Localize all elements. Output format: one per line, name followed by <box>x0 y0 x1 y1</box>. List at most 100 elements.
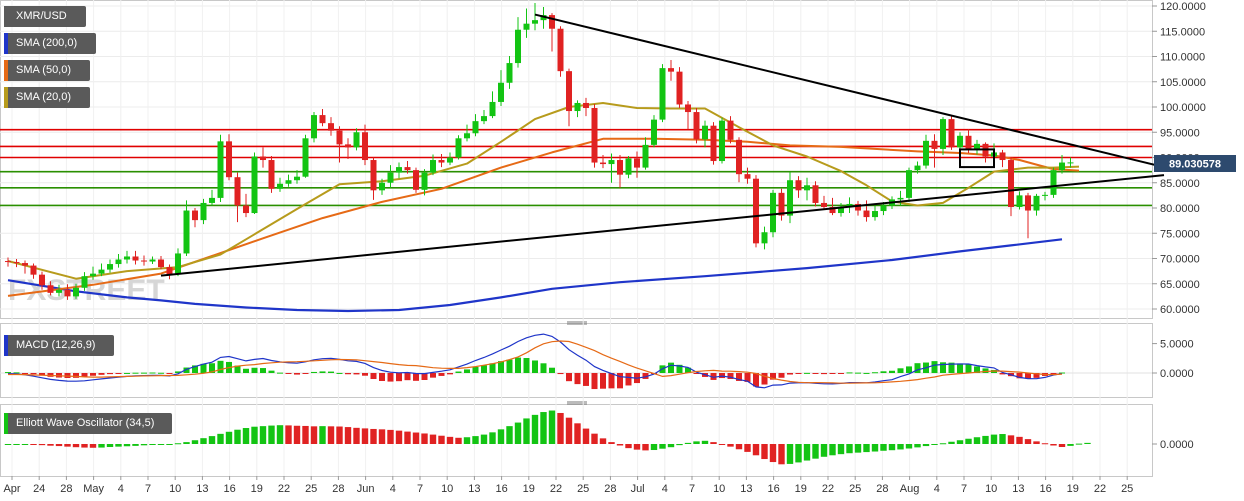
date-tick-label: 13 <box>1012 483 1024 495</box>
trendline <box>160 174 1165 277</box>
candle-body <box>1016 195 1023 207</box>
candle-body <box>685 104 691 113</box>
candle-body <box>234 177 241 206</box>
price-tick-label: 65.0000 <box>1160 279 1200 291</box>
price-tick-label: 85.0000 <box>1160 178 1200 190</box>
candle-body <box>464 133 470 139</box>
macd-histogram-bar <box>506 359 513 373</box>
ewo-histogram-bar <box>939 443 947 445</box>
candle-body <box>855 203 861 211</box>
candle-body <box>821 202 827 207</box>
macd-histogram-bar <box>889 370 895 373</box>
ewo-histogram-bar <box>361 428 369 444</box>
legend-sma20[interactable]: SMA (20,0) <box>4 87 90 108</box>
ewo-histogram-bar <box>701 440 709 444</box>
ewo-histogram-bar <box>268 425 275 444</box>
candle-body <box>591 108 598 163</box>
ewo-histogram-bar <box>829 444 836 456</box>
ewo-histogram-bar <box>973 437 981 444</box>
macd-histogram-bar <box>481 365 487 373</box>
ewo-histogram-bar <box>752 444 760 456</box>
macd-histogram-bar <box>22 373 28 374</box>
candle-body <box>336 130 343 145</box>
ewo-histogram-bar <box>21 444 29 445</box>
candle-body <box>421 172 428 190</box>
ewo-histogram-bar <box>625 444 632 449</box>
date-tick-label: 7 <box>689 483 695 495</box>
legend-sma200[interactable]: SMA (200,0) <box>4 33 96 54</box>
candle-body <box>863 210 870 218</box>
macd-histogram-bar <box>81 373 88 377</box>
legend-sma50[interactable]: SMA (50,0) <box>4 60 90 81</box>
macd-histogram-bar <box>464 369 470 373</box>
macd-histogram-bar <box>30 373 37 375</box>
ewo-histogram-bar <box>540 412 547 444</box>
ewo-histogram-bar <box>1084 442 1091 444</box>
price-tick-label: 115.0000 <box>1160 26 1205 38</box>
legend-symbol[interactable]: XMR/USD <box>4 6 86 27</box>
macd-histogram-bar <box>600 373 606 389</box>
ewo-histogram-bar <box>616 444 624 446</box>
macd-histogram-bar <box>906 366 912 373</box>
ewo-histogram-bar <box>667 444 675 448</box>
candle-body <box>277 183 283 189</box>
date-tick-label: May <box>83 483 104 495</box>
date-tick-label: 28 <box>332 483 344 495</box>
macd-histogram-bar <box>107 373 113 375</box>
ewo-histogram-bar <box>404 431 411 444</box>
macd-histogram-bar <box>302 373 309 374</box>
ewo-histogram-bar <box>897 444 904 450</box>
sma50-line <box>7 137 1080 297</box>
macd-histogram-bar <box>540 363 547 373</box>
candle-body <box>294 176 300 181</box>
date-tick-label: 19 <box>251 483 263 495</box>
candle-body <box>302 138 309 177</box>
ewo-histogram-bar <box>387 429 394 444</box>
ewo-histogram-bar <box>344 427 352 444</box>
date-tick-label: 4 <box>118 483 124 495</box>
macd-histogram-bar <box>965 364 972 373</box>
candle-body <box>668 68 674 72</box>
candle-body <box>532 20 538 24</box>
macd-histogram-bar <box>1059 372 1065 374</box>
macd-histogram-bar <box>251 367 258 373</box>
ewo-histogram-bar <box>327 426 335 444</box>
candle-body <box>149 259 156 262</box>
ewo-histogram-bar <box>64 444 71 447</box>
candle-body <box>1008 160 1014 207</box>
legend-ewo[interactable]: Elliott Wave Oscillator (34,5) <box>4 413 172 434</box>
macd-histogram-bar <box>98 373 105 375</box>
date-tick-label: 28 <box>876 483 888 495</box>
macd-histogram-bar <box>591 373 598 390</box>
candle-body <box>897 197 904 200</box>
ewo-histogram-bar <box>531 414 539 444</box>
date-tick-label: 4 <box>662 483 668 495</box>
candle-body <box>600 162 606 165</box>
legend-sma200-label: SMA (200,0) <box>16 37 78 49</box>
candle-body <box>455 138 462 158</box>
ewo-histogram-bar <box>378 429 386 444</box>
macd-histogram-bar <box>260 368 266 373</box>
ewo-histogram-bar <box>948 441 955 444</box>
candle-body <box>736 139 742 175</box>
ewo-histogram-bar <box>208 436 216 444</box>
candle-body <box>5 261 11 263</box>
macd-histogram-bar <box>285 373 292 374</box>
macd-histogram-bar <box>430 373 436 378</box>
candle-body <box>702 125 708 140</box>
candle-body <box>948 119 955 148</box>
macd-histogram-bar <box>736 373 742 381</box>
macd-histogram-bar <box>64 373 71 378</box>
candle-body <box>39 274 45 286</box>
candle-body <box>413 170 419 190</box>
candle-body <box>396 167 402 173</box>
candle-body <box>141 260 147 262</box>
ewo-histogram-bar <box>302 425 309 444</box>
macd-histogram-bar <box>795 373 802 374</box>
candle-body <box>829 206 836 214</box>
legend-macd[interactable]: MACD (12,26,9) <box>4 335 114 356</box>
macd-histogram-bar <box>872 372 878 374</box>
candle-body <box>90 273 96 277</box>
ewo-histogram-bar <box>123 444 131 447</box>
candle-body <box>583 102 589 109</box>
